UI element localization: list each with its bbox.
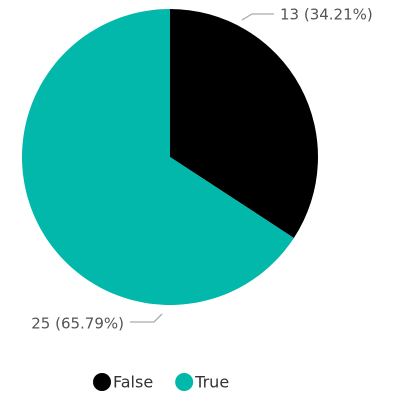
legend-marker [175, 373, 194, 391]
pie-slice [22, 9, 294, 306]
data-label: 25 (65.79%) [31, 315, 124, 333]
leader-line [130, 313, 163, 323]
legend-marker [93, 373, 111, 391]
legend-label: False [113, 373, 153, 392]
data-label: 13 (34.21%) [280, 6, 373, 24]
legend-label: True [194, 373, 229, 392]
leader-line [241, 13, 274, 21]
pie-slice [170, 9, 318, 238]
